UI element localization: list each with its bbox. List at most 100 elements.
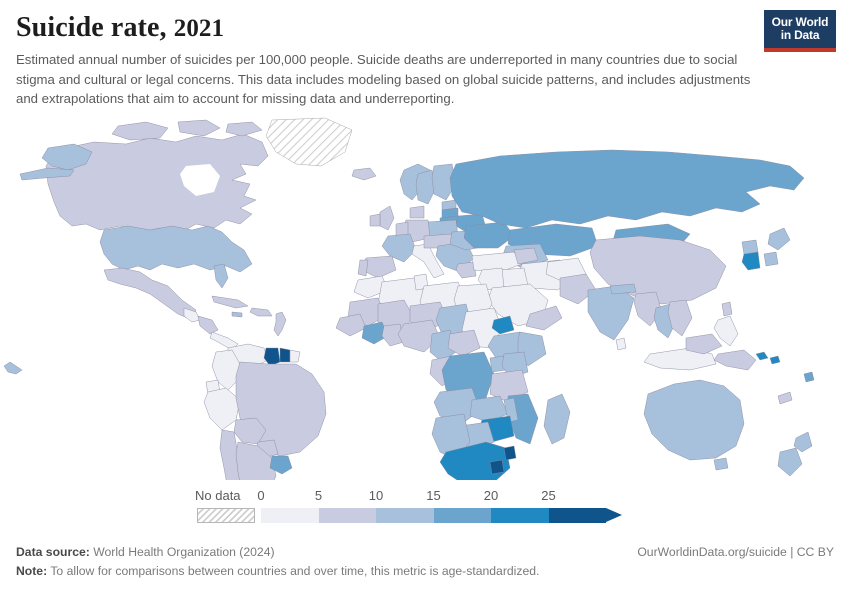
country-lesser-antilles[interactable]	[273, 311, 287, 337]
country-cuba[interactable]	[211, 295, 249, 309]
country-portugal[interactable]	[357, 259, 369, 277]
country-lesotho[interactable]	[489, 459, 505, 475]
chart-header: Suicide rate, 2021 Estimated annual numb…	[16, 12, 834, 109]
country-guatemala[interactable]	[183, 307, 201, 323]
country-pakistan[interactable]	[559, 273, 597, 305]
legend-ticks: 0 5 10 15 20 25	[257, 486, 636, 506]
country-turkey[interactable]	[471, 251, 523, 273]
country-ukraine[interactable]	[463, 221, 515, 249]
country-malaysia-borneo[interactable]	[685, 333, 723, 355]
legend-bin-25-plus[interactable]	[548, 508, 606, 523]
country-jamaica[interactable]	[231, 311, 243, 318]
country-french-guiana[interactable]	[289, 349, 301, 363]
country-canada[interactable]	[45, 133, 269, 233]
country-aleutians[interactable]	[19, 167, 75, 181]
owid-logo[interactable]: Our World in Data	[764, 10, 836, 52]
country-iceland[interactable]	[351, 167, 377, 181]
country-madagascar[interactable]	[543, 393, 571, 445]
country-sri-lanka[interactable]	[615, 337, 627, 351]
legend-tick-5: 25	[541, 488, 556, 503]
country-north-korea[interactable]	[741, 239, 759, 255]
country-papua-new-guinea[interactable]	[713, 349, 757, 371]
country-philippines[interactable]	[713, 315, 739, 347]
map-legend[interactable]: No data 0 5 10 15 20 25	[0, 486, 850, 534]
country-estonia[interactable]	[441, 199, 457, 211]
country-argentina[interactable]	[235, 441, 277, 480]
country-ghana-togo-benin[interactable]	[381, 323, 405, 347]
legend-tick-0: 0	[257, 488, 265, 503]
country-taiwan[interactable]	[721, 301, 733, 317]
country-russia[interactable]	[449, 149, 805, 229]
country-eswatini[interactable]	[503, 445, 517, 461]
country-hispaniola[interactable]	[249, 307, 273, 317]
country-central-african-republic[interactable]	[447, 329, 481, 357]
country-alaska[interactable]	[41, 143, 93, 171]
country-ireland[interactable]	[369, 213, 381, 227]
country-greece[interactable]	[455, 261, 477, 279]
owid-logo-line1: Our World	[771, 15, 829, 30]
country-netherlands-belgium[interactable]	[395, 221, 409, 237]
footer-note-label: Note:	[16, 563, 48, 578]
country-mexico[interactable]	[103, 267, 197, 321]
country-peru[interactable]	[203, 387, 241, 431]
legend-bin-0-5[interactable]	[261, 508, 319, 523]
country-uruguay[interactable]	[269, 455, 293, 475]
footer-source-text: World Health Organization (2024)	[89, 545, 275, 559]
country-greenland[interactable]	[265, 117, 353, 167]
legend-bin-15-20[interactable]	[433, 508, 491, 523]
legend-bin-5-10[interactable]	[318, 508, 376, 523]
country-new-caledonia[interactable]	[777, 391, 793, 405]
page-title-main: Suicide rate,	[16, 12, 167, 43]
hudson-bay	[180, 164, 220, 196]
country-france[interactable]	[381, 233, 417, 263]
country-suriname[interactable]	[279, 347, 291, 363]
legend-tick-1: 5	[314, 488, 323, 503]
country-new-zealand[interactable]	[777, 431, 813, 477]
country-nigeria[interactable]	[397, 319, 441, 353]
chart-footer: Data source: World Health Organization (…	[16, 543, 834, 581]
country-vietnam-laos-cambodia[interactable]	[667, 299, 693, 337]
country-solomon-islands[interactable]	[755, 351, 781, 365]
legend-no-data-label: No data	[195, 488, 241, 503]
owid-logo-line2: in Data	[780, 28, 820, 42]
country-denmark[interactable]	[409, 205, 425, 219]
map-svg	[3, 117, 815, 480]
legend-tick-4: 20	[483, 488, 499, 503]
legend-bin-10-15[interactable]	[376, 508, 434, 523]
country-ivory-coast[interactable]	[361, 321, 389, 345]
chart-subtitle: Estimated annual number of suicides per …	[16, 52, 751, 107]
country-fiji[interactable]	[803, 371, 815, 383]
country-united-states[interactable]	[99, 225, 253, 273]
country-eritrea[interactable]	[491, 315, 515, 335]
country-guyana[interactable]	[263, 347, 281, 367]
country-hawaii[interactable]	[3, 361, 23, 375]
legend-no-data-swatch[interactable]	[197, 508, 255, 523]
country-chile[interactable]	[219, 429, 243, 480]
country-yemen-oman[interactable]	[525, 305, 563, 331]
footer-source-row: Data source: World Health Organization (…	[16, 543, 834, 562]
country-honduras-nicaragua[interactable]	[197, 315, 219, 335]
country-us-florida[interactable]	[213, 263, 229, 289]
country-georgia-armenia-azerbaijan[interactable]	[513, 247, 539, 265]
country-india[interactable]	[587, 285, 635, 341]
country-canada-islands[interactable]	[111, 119, 263, 141]
country-senegal-guinea[interactable]	[335, 313, 367, 337]
legend-bin-20-25[interactable]	[491, 508, 549, 523]
country-finland[interactable]	[431, 163, 457, 201]
country-sweden[interactable]	[415, 169, 437, 205]
legend-color-scale[interactable]	[261, 508, 636, 523]
country-south-korea[interactable]	[741, 251, 761, 271]
world-choropleth-map[interactable]	[0, 108, 850, 480]
country-australia[interactable]	[643, 379, 745, 461]
country-nepal-bhutan[interactable]	[609, 283, 637, 295]
country-japan[interactable]	[763, 227, 791, 267]
country-malawi[interactable]	[503, 397, 519, 423]
country-morocco[interactable]	[353, 275, 389, 299]
country-united-kingdom[interactable]	[379, 205, 395, 231]
country-tasmania[interactable]	[713, 457, 729, 471]
country-colombia[interactable]	[211, 349, 241, 391]
legend-open-ended-arrow	[606, 508, 622, 522]
footer-attribution[interactable]: OurWorldinData.org/suicide | CC BY	[637, 545, 834, 559]
map-countries	[3, 117, 815, 480]
